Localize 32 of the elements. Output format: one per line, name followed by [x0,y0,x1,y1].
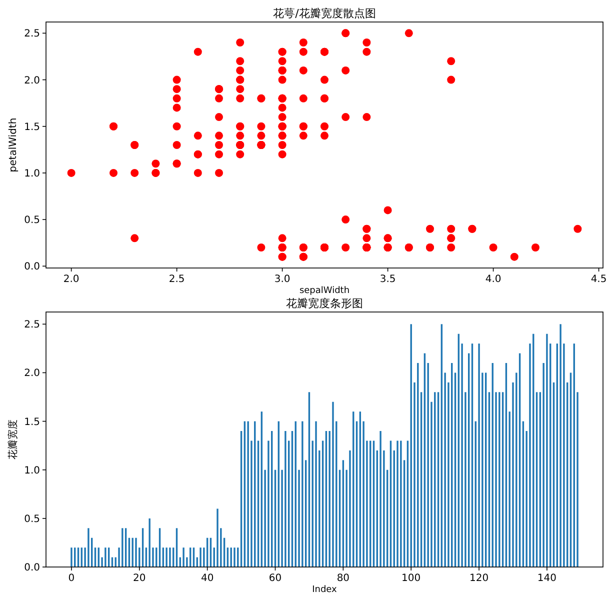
y-tick-label: 1.5 [24,416,40,428]
y-tick-label: 2.0 [24,368,40,380]
y-tick-label: 0.5 [24,215,40,226]
y-axis-title: 花瓣宽度 [7,420,19,460]
x-tick-label: 60 [268,573,282,584]
x-tick-label: 4.0 [485,274,502,285]
y-tick-label: 2.5 [24,28,40,40]
x-axis-title: Index [312,585,338,595]
y-tick-label: 0.0 [24,562,40,574]
x-tick-label: 2.0 [63,274,80,285]
y-tick-label: 2.5 [24,320,40,331]
x-tick-label: 140 [537,573,557,584]
x-tick-label: 3.5 [380,274,396,285]
y-tick-label: 2.0 [24,75,40,86]
chart-title: 花萼/花瓣宽度散点图 [273,7,376,20]
x-axis-title: sepalWidth [299,286,350,296]
x-tick-label: 40 [200,573,214,584]
y-tick-label: 0.0 [24,262,40,273]
x-tick-label: 3.0 [274,274,290,285]
chart-title: 花瓣宽度条形图 [286,297,363,310]
x-tick-label: 100 [402,573,421,584]
x-tick-label: 2.5 [168,274,185,285]
x-tick-label: 20 [133,573,146,584]
y-tick-label: 1.0 [24,465,40,476]
y-tick-label: 1.0 [24,168,40,180]
y-axis-title: petalWidth [8,118,19,172]
y-tick-label: 1.5 [24,122,40,133]
x-tick-label: 4.5 [590,274,607,285]
y-tick-label: 0.5 [24,514,40,525]
x-tick-label: 120 [469,573,489,584]
x-tick-label: 0 [68,573,75,584]
x-tick-label: 80 [336,573,350,584]
